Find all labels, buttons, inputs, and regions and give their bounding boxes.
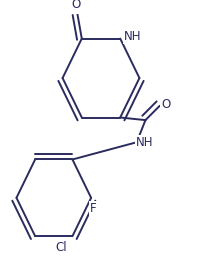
Text: NH: NH (124, 30, 142, 43)
Text: O: O (161, 98, 170, 111)
Text: Cl: Cl (56, 241, 67, 254)
Text: F: F (90, 202, 97, 215)
Text: O: O (72, 0, 81, 11)
Text: NH: NH (136, 136, 154, 149)
